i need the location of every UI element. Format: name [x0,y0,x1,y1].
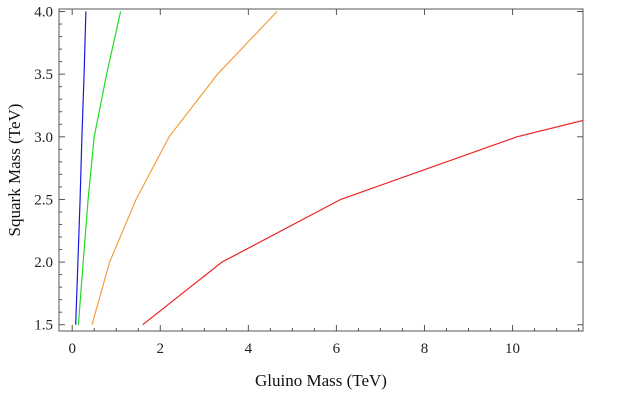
y-axis-label: Squark Mass (TeV) [5,104,24,237]
series-line-blue [75,11,87,325]
y-tick-label: 2.5 [34,192,53,208]
x-tick-label: 2 [157,341,165,357]
x-tick-label: 10 [505,341,520,357]
y-tick-label: 4.0 [34,5,53,21]
y-tick-label: 2.0 [34,255,53,271]
y-axis-ticks: 1.5 2.0 2.5 3.0 3.5 4.0 [34,5,583,334]
y-tick-label: 3.0 [34,130,53,146]
plot-frame [58,8,584,332]
x-tick-label: 8 [421,341,429,357]
series-line-green [77,11,122,325]
series-layer [75,11,583,326]
y-tick-label: 1.5 [34,318,53,334]
x-axis-label: Gluino Mass (TeV) [255,371,387,390]
x-tick-label: 0 [68,341,76,357]
series-line-red [142,119,583,326]
x-tick-label: 4 [245,341,253,357]
y-tick-label: 3.5 [34,67,53,83]
x-tick-label: 6 [333,341,341,357]
series-line-orange [91,11,278,325]
x-axis-ticks: 0 2 4 6 8 10 [68,9,580,357]
